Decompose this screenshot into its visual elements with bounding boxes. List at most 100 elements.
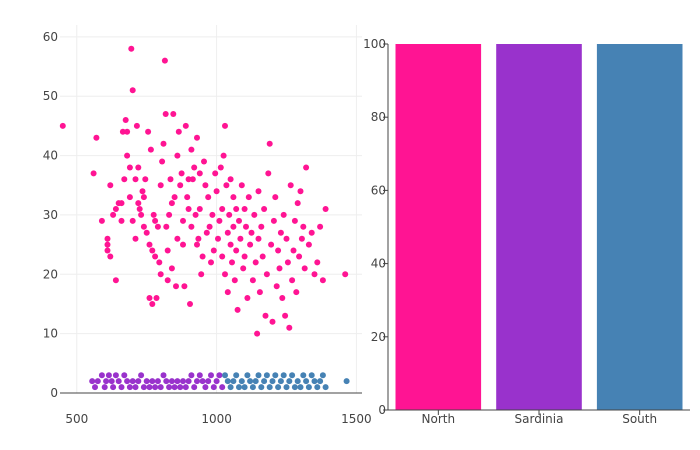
scatter-point [322,206,329,212]
scatter-point [139,188,146,195]
scatter-point [290,247,297,254]
scatter-point [224,229,231,236]
scatter-point [261,206,268,212]
scatter-point [311,271,318,278]
scatter-point [294,378,301,385]
scatter-point [308,372,315,379]
scatter-point [112,372,119,379]
scatter-point [275,384,282,391]
scatter-point [104,235,111,242]
scatter-point [194,378,200,385]
scatter-point [178,170,185,177]
scatter-point [286,378,293,385]
scatter-point [297,188,304,195]
scatter-point [140,223,147,230]
scatter-point [184,194,191,201]
scatter-point [248,229,255,236]
scatter-point [171,194,178,201]
scatter-point [185,378,192,385]
scatter-point [157,271,164,278]
scatter-point [277,229,284,236]
scatter-point [233,247,240,254]
scatter-point [259,253,266,260]
scatter-point [181,283,188,290]
scatter-point [227,241,234,248]
scatter-point [129,217,136,224]
scatter-point [252,259,259,266]
scatter-point [156,259,163,266]
scatter-point [279,295,286,301]
scatter-point [263,372,270,379]
scatter-point [241,253,248,260]
scatter-point [208,372,214,379]
scatter-point [163,223,170,230]
scatter-point [268,241,275,248]
scatter-point [164,247,171,254]
y-tick-label: 50 [43,89,58,103]
scatter-point [319,277,326,284]
scatter-point [300,223,307,230]
scatter-point [168,265,175,272]
scatter-point [154,378,161,385]
bar-marks [395,44,683,410]
scatter-point [138,372,145,379]
y-tick-label: 100 [363,37,386,51]
scatter-point [126,164,133,171]
scatter-point [199,378,206,385]
scatter-point [291,384,298,391]
scatter-point [283,235,290,242]
scatter-point [209,211,216,218]
scatter-point [118,200,125,207]
scatter-point [217,164,224,171]
scatter-point [226,211,233,218]
scatter-point [101,384,108,391]
scatter-point [245,194,252,201]
scatter-point [249,277,256,284]
scatter-point [297,384,304,391]
scatter-point [222,372,228,379]
scatter-point [269,378,276,385]
scatter-point [308,229,315,236]
scatter-point [149,378,156,385]
scatter-point [166,211,173,218]
scatter-point [293,289,300,296]
scatter-point [219,384,226,391]
scatter-point [319,372,326,379]
y-tick-label: 60 [43,30,58,44]
scatter-point [166,384,173,391]
scatter-point [145,128,152,135]
scatter-point [174,235,181,242]
scatter-point [230,194,237,201]
scatter-point [283,384,290,391]
scatter-point [303,378,310,385]
scatter-point [234,306,241,313]
scatter-point [124,152,131,159]
y-tick-label: 80 [371,110,386,124]
scatter-point [177,384,184,391]
scatter-point [160,140,167,147]
scatter-point [112,277,119,284]
scatter-point [227,176,234,183]
scatter-point [121,372,128,379]
x-tick-label: South [622,412,657,426]
scatter-point [196,372,203,379]
scatter-point [135,200,142,207]
scatter-point [185,176,192,183]
scatter-point [256,289,263,296]
scatter-point [168,200,175,207]
scatter-point [118,384,125,391]
scatter-point [270,217,277,224]
scatter-point [291,217,298,224]
scatter-point [224,378,231,385]
scatter-point [108,378,115,385]
scatter-point [159,158,166,165]
scatter-point [142,176,149,183]
scatter-point [224,289,231,296]
scatter-point [121,176,128,183]
scatter-point [210,247,217,254]
scatter-point [258,223,265,230]
scatter-point [247,378,254,385]
scatter-point [152,384,159,391]
scatter-point [149,301,156,307]
